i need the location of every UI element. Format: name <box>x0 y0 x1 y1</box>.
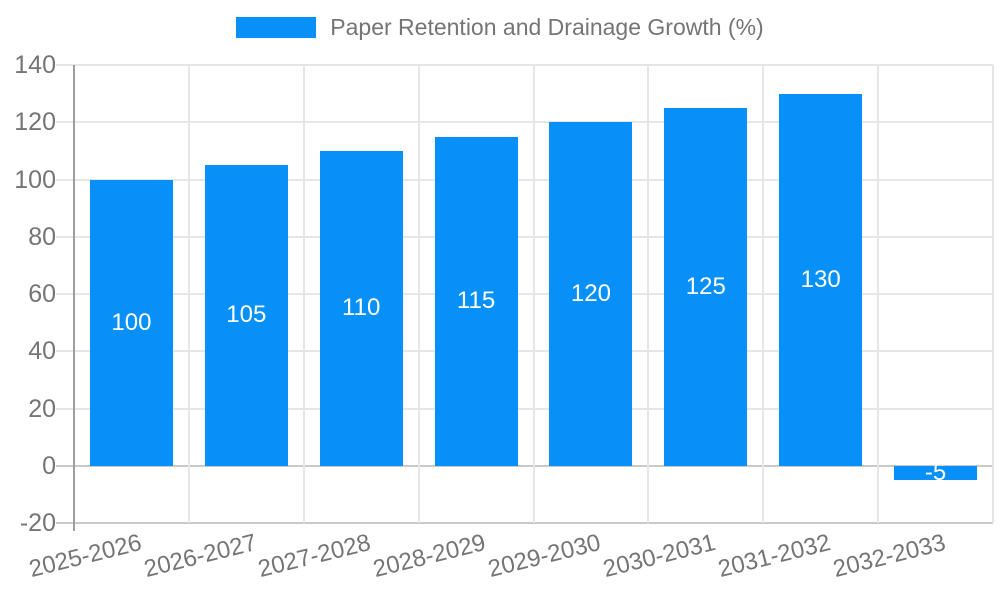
x-tick-label: 2028-2029 <box>370 529 489 583</box>
vgrid-line <box>992 65 994 523</box>
bar-value-label: 100 <box>111 308 152 336</box>
hgrid-line <box>56 350 993 353</box>
legend-color-swatch <box>236 17 317 38</box>
bar <box>549 122 633 466</box>
hgrid-line <box>56 178 993 181</box>
y-tick-label: 60 <box>28 280 56 308</box>
plot-area: 100 105 110 115 120 125 130 -5 <box>56 64 994 531</box>
bar <box>779 93 863 466</box>
bar-value-label: 110 <box>342 294 381 322</box>
x-tick-label: 2030-2031 <box>600 529 719 583</box>
y-tick-label: 80 <box>28 222 56 251</box>
bar-value-label: 125 <box>685 272 726 300</box>
bar <box>664 107 748 466</box>
bar <box>319 150 403 466</box>
x-tick-label: 2032-2033 <box>830 529 949 583</box>
bar <box>894 465 978 481</box>
y-tick-label: 100 <box>14 165 56 194</box>
hgrid-line <box>56 235 993 238</box>
y-axis-line <box>73 65 75 531</box>
bar <box>204 165 288 466</box>
chart-legend: Paper Retention and Drainage Growth (%) <box>0 14 1000 41</box>
hgrid-line <box>56 121 993 124</box>
bar-value-label: 130 <box>800 265 841 293</box>
x-tick-label: 2027-2028 <box>255 529 374 583</box>
vgrid-line <box>417 65 420 523</box>
y-tick-label: 40 <box>28 337 56 366</box>
legend-series-label: Paper Retention and Drainage Growth (%) <box>330 14 764 40</box>
vgrid-line <box>302 65 305 523</box>
hgrid-line <box>56 407 993 410</box>
bar-value-label: 105 <box>226 301 267 329</box>
y-tick-label: 120 <box>14 108 56 137</box>
bar-value-label: 115 <box>456 287 496 315</box>
hgrid-line <box>56 464 993 467</box>
y-tick-label: -20 <box>19 509 56 537</box>
hgrid-line <box>56 522 993 524</box>
y-tick-label: 0 <box>42 451 56 480</box>
vgrid-line <box>877 65 880 523</box>
vgrid-line <box>647 65 650 523</box>
bar-value-label: 120 <box>570 280 611 307</box>
bar-value-label: -5 <box>924 458 947 486</box>
vgrid-line <box>532 65 535 523</box>
x-tick-label: 2031-2032 <box>715 529 834 583</box>
hgrid-line <box>56 293 993 295</box>
y-tick-label: 20 <box>28 394 56 423</box>
hgrid-line <box>56 64 993 66</box>
vgrid-line <box>762 65 765 523</box>
bar <box>89 179 173 466</box>
bar <box>434 136 518 466</box>
x-tick-label: 2026-2027 <box>140 529 259 583</box>
vgrid-line <box>187 65 190 523</box>
x-tick-label: 2029-2030 <box>485 529 604 583</box>
y-tick-label: 140 <box>14 51 56 79</box>
